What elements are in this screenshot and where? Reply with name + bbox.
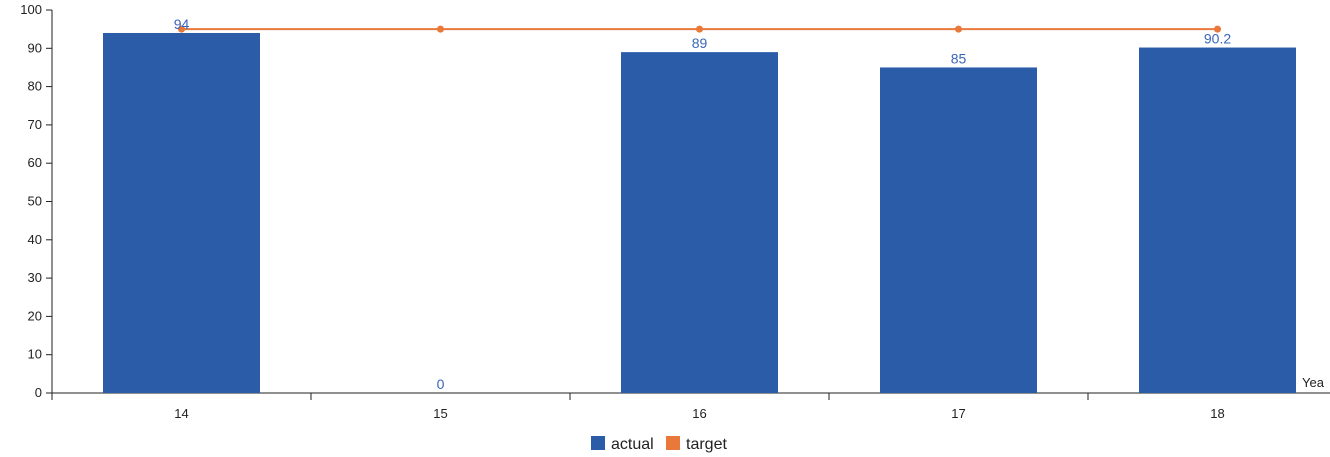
x-tick-label: 18 [1210,406,1224,421]
data-labels: 94 0 89 85 90.2 [174,16,1232,392]
y-tick-label: 80 [28,79,42,94]
y-tick-label: 90 [28,40,42,55]
y-tick-label: 50 [28,194,42,209]
target-point[interactable] [1214,25,1221,33]
x-tick-label: 15 [433,406,447,421]
y-tick-label: 100 [20,2,42,17]
x-axis-label: Yea [1302,375,1325,390]
y-axis: 0 10 20 30 40 50 60 70 80 90 100 [20,2,53,400]
legend-swatch-target[interactable] [666,436,680,450]
bar[interactable] [880,67,1037,393]
bar-data-label: 90.2 [1204,31,1231,47]
target-point[interactable] [178,25,185,33]
line-series-target [178,25,1221,33]
legend: actual target [591,436,727,453]
bar[interactable] [103,32,260,393]
x-tick-label: 17 [951,406,965,421]
bar-data-label: 0 [437,376,445,392]
y-tick-label: 20 [28,308,42,323]
bar-series-actual [103,32,1296,394]
x-tick-label: 16 [692,406,706,421]
bar[interactable] [621,52,778,393]
y-tick-label: 10 [28,347,42,362]
legend-swatch-actual[interactable] [591,436,605,450]
bar-data-label: 94 [174,16,190,32]
y-tick-label: 40 [28,232,42,247]
bar-data-label: 89 [692,35,708,51]
x-axis: 14 15 16 17 18 [46,392,1330,421]
legend-label-target[interactable]: target [686,436,727,453]
target-point[interactable] [955,25,962,33]
target-point[interactable] [437,25,444,33]
legend-label-actual[interactable]: actual [611,436,654,453]
bar-data-label: 85 [951,50,967,66]
x-tick-label: 14 [174,406,188,421]
target-point[interactable] [696,25,703,33]
y-tick-label: 70 [28,117,42,132]
y-tick-label: 0 [35,385,42,400]
bar[interactable] [1139,47,1296,394]
y-tick-label: 60 [28,155,42,170]
y-tick-label: 30 [28,270,42,285]
